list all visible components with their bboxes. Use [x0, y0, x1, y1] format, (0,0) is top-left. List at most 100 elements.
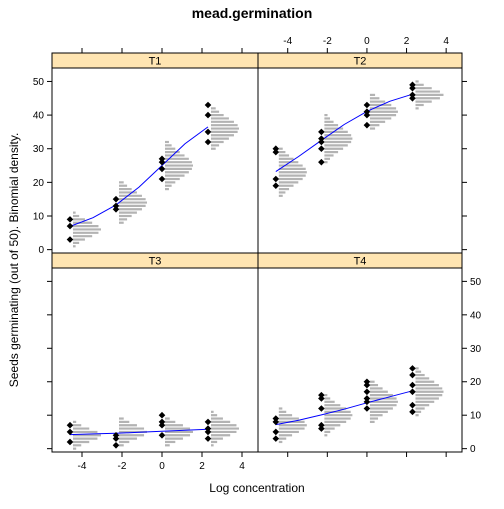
- x-tick-label-top: 4: [443, 36, 449, 47]
- fit-line: [275, 93, 413, 173]
- data-point: [158, 155, 166, 163]
- data-point: [409, 408, 416, 416]
- y-axis-label: Seeds germinating (out of 50). Binomial …: [7, 133, 21, 388]
- data-point: [409, 401, 416, 409]
- y-tick-label-left: 10: [33, 212, 45, 223]
- data-point: [363, 398, 371, 406]
- data-point: [318, 135, 325, 142]
- data-point: [158, 158, 166, 166]
- panel-strip-label: T4: [354, 256, 367, 268]
- data-point: [112, 195, 120, 203]
- chart-title: mead.germination: [192, 5, 313, 21]
- x-tick-label-bottom: -4: [78, 461, 87, 472]
- x-tick-label-bottom: 0: [159, 461, 165, 472]
- y-tick-label-left: 40: [33, 111, 45, 122]
- y-tick-label-left: 20: [33, 178, 45, 189]
- panel-t2: T2: [257, 52, 463, 254]
- data-point: [363, 381, 371, 389]
- data-point: [318, 158, 325, 166]
- data-point: [158, 175, 166, 183]
- data-point: [66, 236, 74, 243]
- fit-line: [275, 390, 413, 426]
- data-point: [318, 405, 325, 412]
- data-point: [363, 405, 371, 412]
- data-point: [66, 216, 74, 223]
- data-point: [409, 81, 416, 89]
- data-point: [158, 165, 166, 173]
- y-tick-label-right: 30: [470, 344, 482, 355]
- density-group: [73, 410, 239, 450]
- data-point: [363, 121, 371, 129]
- data-point: [112, 435, 120, 442]
- data-point: [272, 145, 280, 153]
- data-point: [112, 442, 120, 449]
- x-axis-label: Log concentration: [209, 481, 304, 495]
- data-point: [318, 138, 325, 146]
- data-point: [363, 388, 371, 396]
- density-group: [278, 80, 444, 197]
- data-point: [272, 415, 280, 422]
- panel-t4: T4: [257, 252, 463, 453]
- data-point: [112, 205, 120, 213]
- data-point: [204, 128, 212, 136]
- data-point: [409, 84, 416, 92]
- data-point: [112, 431, 120, 439]
- data-point: [363, 101, 371, 109]
- data-point: [112, 202, 120, 210]
- data-point: [363, 378, 371, 386]
- panel-border: [257, 267, 463, 453]
- x-tick-label-top: 2: [404, 36, 410, 47]
- data-point: [363, 395, 371, 402]
- data-point: [363, 108, 371, 116]
- y-tick-label-right: 0: [470, 444, 476, 455]
- panel-strip-label: T1: [149, 56, 162, 68]
- data-point: [66, 428, 74, 436]
- x-tick-label-top: 0: [364, 36, 370, 47]
- x-tick-label-bottom: 4: [239, 461, 245, 472]
- data-point: [272, 418, 280, 426]
- data-point: [409, 388, 416, 396]
- data-point: [272, 175, 280, 183]
- data-point: [272, 428, 280, 436]
- data-point: [272, 435, 280, 442]
- data-point: [158, 431, 166, 439]
- data-point: [204, 428, 212, 436]
- x-tick-label-top: -2: [323, 36, 332, 47]
- data-point: [272, 182, 280, 190]
- data-point: [318, 128, 325, 136]
- x-tick-label-top: -4: [283, 36, 292, 47]
- panel-t3: T3: [51, 252, 259, 453]
- data-point: [204, 111, 212, 119]
- data-point: [204, 435, 212, 442]
- data-point: [66, 421, 74, 429]
- y-tick-label-left: 0: [38, 245, 44, 256]
- data-point: [204, 138, 212, 146]
- data-point: [409, 365, 416, 372]
- x-tick-label-bottom: -2: [118, 461, 127, 472]
- data-point: [318, 395, 325, 402]
- panel-strip-label: T3: [149, 256, 162, 268]
- fit-line: [69, 428, 209, 436]
- data-point: [318, 391, 325, 399]
- density-group: [278, 367, 444, 444]
- data-point: [158, 411, 166, 419]
- data-point: [272, 148, 280, 156]
- data-point: [318, 145, 325, 153]
- fit-line: [69, 126, 209, 227]
- data-point: [409, 371, 416, 379]
- y-tick-label-right: 40: [470, 310, 482, 321]
- data-point: [409, 94, 416, 102]
- data-point: [409, 91, 416, 99]
- y-tick-label-left: 50: [33, 77, 45, 88]
- x-tick-label-bottom: 2: [199, 461, 205, 472]
- data-point: [66, 222, 74, 230]
- data-point: [409, 381, 416, 389]
- data-point: [204, 418, 212, 426]
- data-point: [204, 425, 212, 432]
- y-tick-label-right: 10: [470, 411, 482, 422]
- density-group: [73, 107, 239, 248]
